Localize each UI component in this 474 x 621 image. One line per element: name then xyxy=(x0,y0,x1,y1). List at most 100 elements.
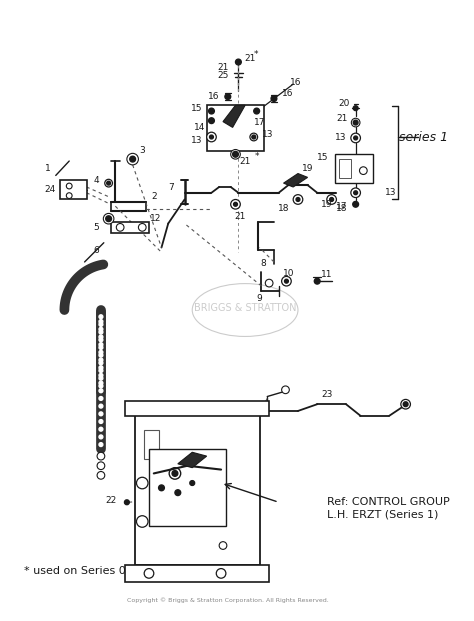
Circle shape xyxy=(209,118,214,124)
Circle shape xyxy=(99,350,103,354)
Circle shape xyxy=(192,492,202,502)
Circle shape xyxy=(144,569,154,578)
Circle shape xyxy=(353,120,358,125)
Text: 16: 16 xyxy=(290,78,302,87)
Circle shape xyxy=(254,108,260,114)
Circle shape xyxy=(107,181,110,185)
Circle shape xyxy=(159,485,164,491)
Text: 6: 6 xyxy=(93,246,99,255)
Text: Ref: CONTROL GROUP
L.H. ERZT (Series 1): Ref: CONTROL GROUP L.H. ERZT (Series 1) xyxy=(327,497,449,519)
Text: *: * xyxy=(254,50,258,59)
Circle shape xyxy=(66,183,72,189)
Text: 21: 21 xyxy=(239,156,251,166)
Circle shape xyxy=(99,369,103,373)
Circle shape xyxy=(172,471,178,476)
Circle shape xyxy=(353,201,358,207)
Circle shape xyxy=(97,452,105,460)
Circle shape xyxy=(99,315,103,319)
Text: * used on Series 0: * used on Series 0 xyxy=(24,566,126,576)
Circle shape xyxy=(97,471,105,479)
Text: 7: 7 xyxy=(168,183,174,193)
Circle shape xyxy=(351,118,360,127)
Circle shape xyxy=(99,420,103,424)
Text: 13: 13 xyxy=(384,188,396,197)
Circle shape xyxy=(403,402,408,407)
Text: 2: 2 xyxy=(151,192,156,201)
Text: *: * xyxy=(255,152,259,161)
Bar xyxy=(125,401,269,415)
Bar xyxy=(144,430,159,459)
Circle shape xyxy=(99,427,103,431)
Circle shape xyxy=(225,94,231,99)
Bar xyxy=(335,154,373,183)
Circle shape xyxy=(351,188,360,197)
Circle shape xyxy=(99,381,103,385)
Text: 5: 5 xyxy=(93,223,99,232)
Circle shape xyxy=(99,373,103,378)
Circle shape xyxy=(99,338,103,342)
Circle shape xyxy=(233,152,238,157)
Circle shape xyxy=(99,322,103,327)
Circle shape xyxy=(210,135,213,139)
Text: 21: 21 xyxy=(217,63,228,72)
Circle shape xyxy=(99,443,103,446)
Text: 18: 18 xyxy=(337,204,348,212)
Circle shape xyxy=(265,279,273,287)
Circle shape xyxy=(99,330,103,334)
Text: Copyright © Briggs & Stratton Corporation. All Rights Reserved.: Copyright © Briggs & Stratton Corporatio… xyxy=(127,597,328,603)
Text: series 1: series 1 xyxy=(399,130,448,143)
Circle shape xyxy=(236,59,241,65)
Circle shape xyxy=(99,320,103,324)
Circle shape xyxy=(282,386,289,394)
Circle shape xyxy=(209,108,214,114)
Circle shape xyxy=(137,478,148,489)
Text: 22: 22 xyxy=(105,496,116,505)
Bar xyxy=(60,180,87,199)
Circle shape xyxy=(351,133,360,143)
Text: 15: 15 xyxy=(317,153,328,161)
Text: 23: 23 xyxy=(321,390,332,399)
Circle shape xyxy=(284,279,288,283)
Circle shape xyxy=(354,191,357,194)
Circle shape xyxy=(99,361,103,365)
Circle shape xyxy=(271,96,277,101)
Circle shape xyxy=(99,384,103,388)
Circle shape xyxy=(137,515,148,527)
Text: 19: 19 xyxy=(321,200,333,209)
Bar xyxy=(149,450,226,526)
Text: 9: 9 xyxy=(256,294,263,303)
Circle shape xyxy=(175,490,181,496)
Circle shape xyxy=(207,132,216,142)
Circle shape xyxy=(296,197,300,201)
Circle shape xyxy=(293,194,303,204)
Text: 11: 11 xyxy=(321,270,333,279)
Text: 12: 12 xyxy=(150,214,162,223)
Text: 24: 24 xyxy=(45,185,55,194)
Circle shape xyxy=(359,167,367,175)
Text: 17: 17 xyxy=(337,202,348,211)
Circle shape xyxy=(99,353,103,357)
Circle shape xyxy=(105,179,112,187)
Text: 1: 1 xyxy=(45,164,51,173)
Circle shape xyxy=(125,500,129,505)
Circle shape xyxy=(282,276,291,286)
Text: 10: 10 xyxy=(283,269,294,278)
Circle shape xyxy=(97,462,105,469)
Text: 16: 16 xyxy=(208,92,219,101)
Circle shape xyxy=(234,202,237,206)
Circle shape xyxy=(314,278,320,284)
Circle shape xyxy=(66,193,72,199)
Circle shape xyxy=(130,156,136,162)
Circle shape xyxy=(327,194,337,204)
Circle shape xyxy=(138,224,146,231)
Text: 13: 13 xyxy=(262,130,273,138)
Circle shape xyxy=(103,214,114,224)
Text: 14: 14 xyxy=(194,123,206,132)
Circle shape xyxy=(99,412,103,415)
Text: 25: 25 xyxy=(217,71,228,80)
Circle shape xyxy=(353,106,358,111)
Text: 16: 16 xyxy=(282,89,293,98)
Circle shape xyxy=(231,199,240,209)
Polygon shape xyxy=(223,106,245,127)
Circle shape xyxy=(169,468,181,479)
